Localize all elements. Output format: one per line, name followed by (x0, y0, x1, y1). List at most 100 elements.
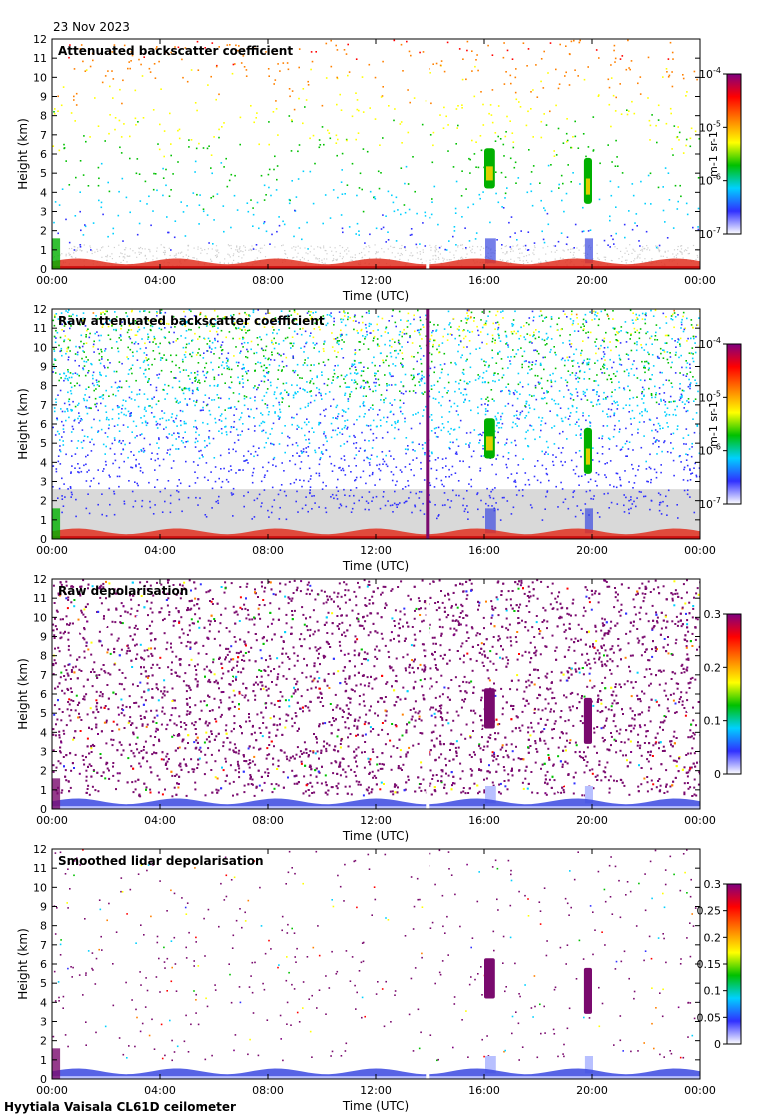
noise-pixel (686, 373, 688, 375)
noise-pixel (694, 342, 696, 344)
noise-pixel (311, 378, 313, 380)
noise-pixel (87, 359, 89, 361)
noise-pixel (107, 325, 110, 328)
noise-pixel (522, 458, 524, 460)
noise-pixel (318, 423, 320, 426)
noise-pixel (582, 206, 584, 209)
noise-pixel (196, 193, 198, 196)
noise-pixel (517, 257, 519, 259)
noise-pixel (544, 508, 546, 510)
noise-pixel (61, 511, 63, 514)
noise-pixel (189, 353, 191, 355)
noise-pixel (514, 232, 516, 234)
noise-pixel (679, 184, 681, 187)
noise-pixel (210, 258, 212, 260)
noise-pixel (506, 438, 508, 441)
noise-pixel (407, 319, 409, 322)
noise-pixel (316, 375, 318, 377)
noise-pixel (58, 379, 60, 382)
noise-pixel (511, 332, 514, 335)
noise-pixel (232, 314, 235, 316)
noise-pixel (411, 511, 413, 514)
noise-pixel (418, 497, 421, 499)
noise-pixel (227, 244, 229, 246)
noise-pixel (84, 70, 87, 72)
noise-pixel (202, 210, 205, 213)
noise-pixel (615, 339, 617, 341)
noise-pixel (142, 447, 145, 450)
noise-pixel (265, 230, 268, 233)
noise-pixel (150, 412, 153, 414)
noise-pixel (500, 171, 503, 174)
noise-pixel (663, 351, 666, 353)
noise-pixel (450, 473, 453, 476)
noise-pixel (465, 78, 467, 81)
noise-pixel (609, 438, 611, 441)
noise-pixel (145, 258, 148, 260)
noise-pixel (234, 63, 236, 65)
noise-pixel (409, 101, 411, 104)
noise-pixel (407, 341, 409, 343)
noise-pixel (223, 230, 225, 233)
noise-pixel (299, 479, 301, 481)
noise-pixel (391, 404, 393, 406)
noise-pixel (356, 383, 359, 385)
heatmap-field (52, 39, 700, 269)
noise-pixel (86, 399, 88, 402)
noise-pixel (247, 408, 249, 410)
noise-pixel (320, 247, 322, 249)
data-gap (426, 39, 430, 269)
noise-pixel (656, 453, 658, 455)
noise-pixel (383, 251, 385, 253)
noise-pixel (168, 331, 170, 333)
noise-pixel (336, 49, 339, 51)
noise-pixel (518, 337, 520, 340)
noise-pixel (386, 355, 388, 358)
noise-pixel (223, 262, 225, 264)
noise-pixel (230, 492, 233, 494)
noise-pixel (78, 471, 80, 474)
noise-pixel (141, 248, 143, 250)
noise-pixel (616, 156, 618, 158)
noise-pixel (403, 204, 406, 206)
noise-pixel (97, 348, 99, 350)
noise-pixel (475, 166, 477, 168)
noise-pixel (254, 259, 256, 261)
noise-pixel (188, 398, 191, 400)
noise-pixel (379, 478, 381, 481)
noise-pixel (528, 394, 531, 396)
noise-pixel (477, 374, 479, 376)
noise-pixel (480, 149, 483, 152)
noise-pixel (115, 262, 117, 264)
noise-pixel (553, 155, 556, 157)
noise-pixel (224, 258, 226, 260)
noise-pixel (67, 369, 69, 371)
noise-pixel (529, 504, 532, 506)
noise-pixel (377, 344, 379, 347)
y-tick-label: 4 (40, 186, 47, 199)
noise-pixel (237, 439, 240, 441)
noise-pixel (404, 466, 407, 468)
noise-pixel (655, 124, 657, 127)
noise-pixel (100, 396, 102, 398)
noise-pixel (524, 417, 526, 419)
noise-pixel (194, 471, 196, 473)
noise-pixel (576, 505, 579, 507)
noise-pixel (72, 373, 74, 375)
noise-pixel (672, 58, 674, 60)
noise-pixel (218, 46, 220, 48)
noise-pixel (480, 398, 483, 400)
noise-pixel (152, 350, 155, 352)
noise-pixel (518, 418, 520, 420)
noise-pixel (178, 367, 181, 369)
noise-pixel (142, 117, 145, 119)
noise-pixel (297, 245, 299, 247)
noise-pixel (265, 51, 267, 53)
noise-pixel (73, 245, 75, 248)
noise-pixel (237, 361, 240, 364)
noise-pixel (59, 373, 61, 375)
noise-pixel (610, 77, 613, 79)
noise-pixel (287, 314, 289, 317)
noise-pixel (116, 405, 119, 407)
noise-pixel (319, 144, 322, 146)
